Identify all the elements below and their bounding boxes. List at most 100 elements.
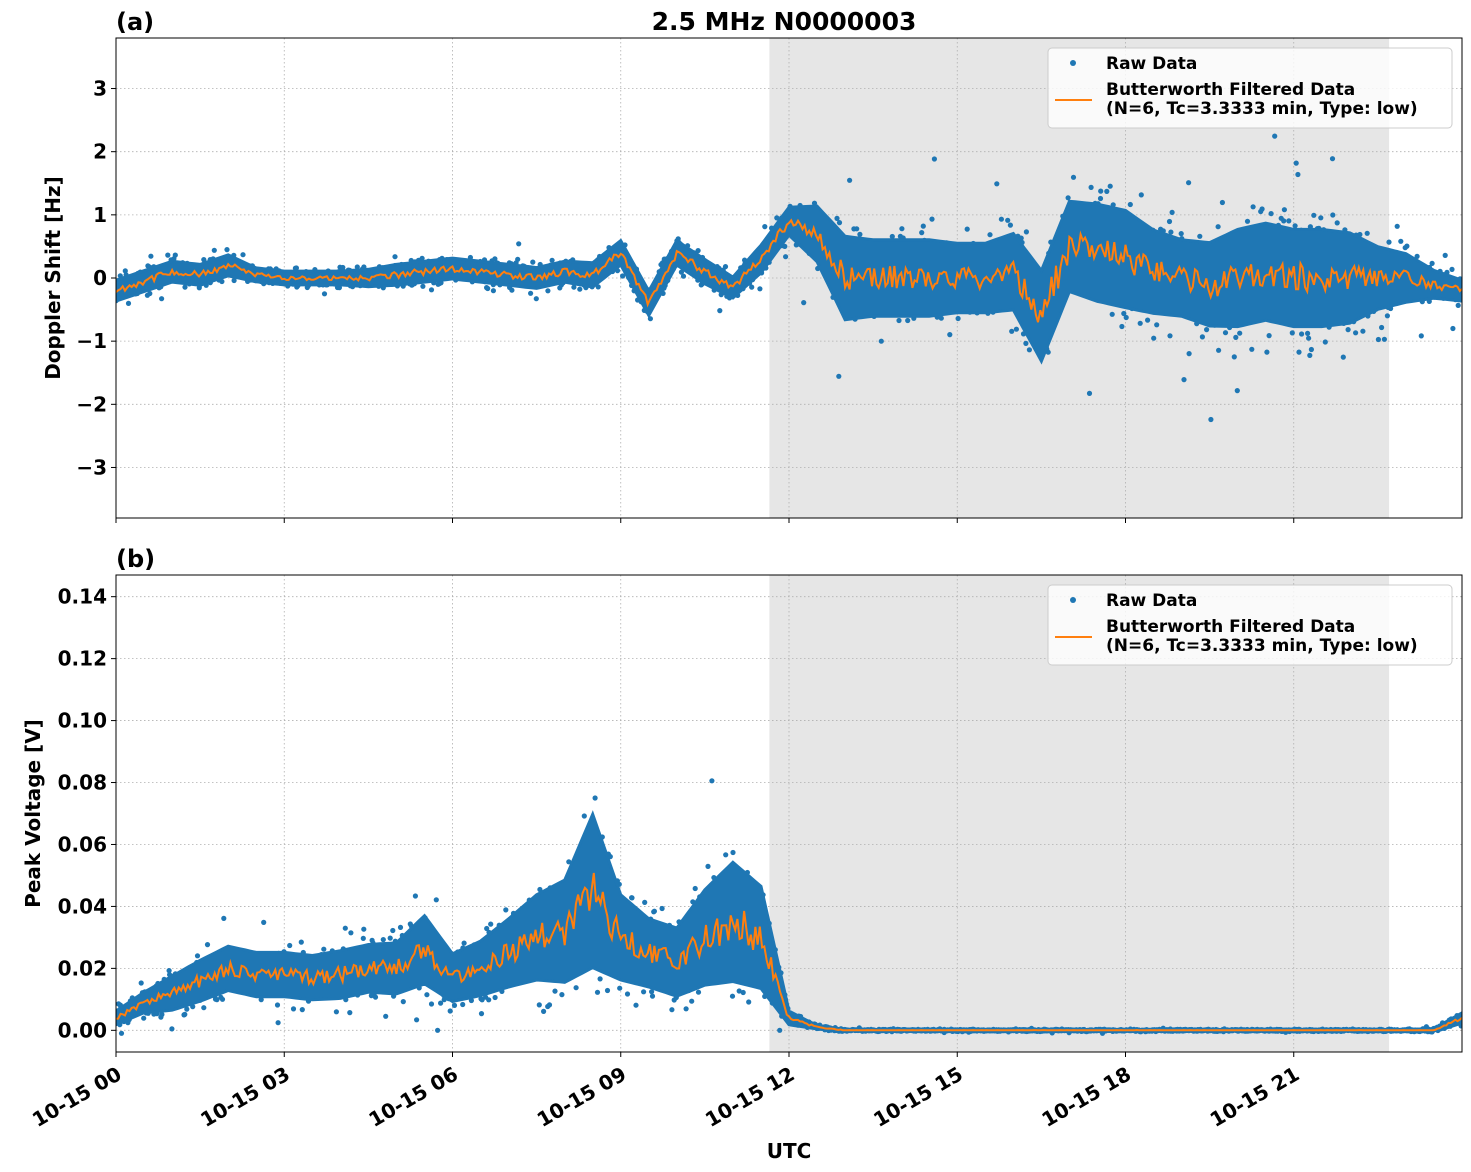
figure-title: 2.5 MHz N0000003	[652, 7, 917, 36]
panel-a-raw-point	[1281, 207, 1287, 213]
panel-b-raw-point	[478, 1011, 485, 1017]
panel-a-legend-raw-label: Raw Data	[1106, 54, 1197, 74]
panel-b-raw-point	[566, 859, 572, 865]
panel-a-raw-point	[172, 252, 178, 258]
panel-b-raw-point	[380, 937, 386, 943]
panel-b-raw-point	[633, 1002, 639, 1008]
panel-a-raw-point	[1384, 313, 1390, 319]
panel-a-label: (a)	[116, 8, 154, 36]
panel-a-raw-point	[419, 255, 425, 261]
panel-b-raw-point	[709, 778, 715, 784]
panel-a-raw-point	[1070, 174, 1077, 180]
panel-a-raw-point	[1026, 347, 1032, 353]
panel-a-raw-point	[836, 373, 842, 379]
panel-a-raw-point	[1311, 212, 1317, 218]
panel-a-raw-point	[1186, 180, 1192, 186]
panel-a-raw-point	[834, 215, 840, 221]
panel-a-raw-point	[1219, 199, 1225, 206]
panel-b-raw-point	[573, 985, 579, 991]
panel-b-raw-point	[552, 988, 558, 994]
panel-b-raw-point	[683, 1006, 689, 1012]
panel-a-raw-point	[1353, 330, 1359, 336]
panel-a-raw-point	[182, 284, 188, 290]
panel-b-raw-point	[503, 907, 509, 913]
panel-a-y-tick-label: −1	[76, 329, 107, 353]
panel-a-raw-point	[878, 338, 884, 344]
panel-a-raw-point	[1299, 331, 1305, 337]
panel-a-raw-point	[1208, 416, 1214, 423]
panel-a-raw-point	[1215, 224, 1221, 230]
panel-b-raw-point	[617, 985, 623, 991]
panel-a-raw-point	[1249, 346, 1255, 352]
panel-b-raw-point	[723, 852, 729, 858]
panel-a-raw-point	[1414, 253, 1420, 259]
panel-a-raw-point	[219, 278, 225, 285]
panel-a-raw-point	[1345, 327, 1351, 333]
panel-a-raw-point	[515, 256, 521, 262]
panel-b-raw-point	[729, 993, 736, 999]
panel-a-raw-point	[577, 286, 583, 292]
panel-a-raw-point	[1013, 326, 1020, 332]
panel-a-raw-point	[620, 273, 626, 279]
panel-b-raw-point	[433, 897, 439, 903]
panel-a-raw-point	[717, 308, 723, 314]
panel-b-raw-point	[541, 1008, 547, 1015]
panel-b-raw-point	[746, 999, 752, 1005]
panel-b-raw-point	[461, 940, 467, 946]
panel-a-raw-point	[1166, 218, 1173, 225]
panel-a-raw-point	[1023, 340, 1029, 346]
panel-a-raw-point	[1364, 230, 1370, 236]
panel-a-raw-point	[224, 247, 230, 253]
panel-a-raw-point	[1151, 335, 1157, 341]
panel-b-raw-point	[669, 1007, 675, 1013]
panel-b-raw-point	[141, 1015, 147, 1021]
panel-b-raw-point	[347, 1010, 353, 1016]
panel-b-raw-point	[360, 935, 366, 942]
panel-b-raw-point	[642, 899, 648, 906]
panel-a-raw-point	[919, 230, 925, 236]
panel-b-raw-point	[412, 893, 418, 899]
panel-a-raw-point	[354, 264, 360, 270]
panel-a-raw-point	[122, 268, 128, 274]
panel-b-raw-point	[169, 1026, 175, 1032]
panel-a-raw-point	[1009, 328, 1015, 334]
panel-a-raw-point	[938, 315, 944, 321]
panel-a-raw-point	[1296, 349, 1302, 355]
panel-a-raw-point	[1442, 252, 1448, 258]
panel-a-y-tick-label: 1	[93, 203, 107, 227]
panel-a-raw-point	[1097, 195, 1104, 202]
panel-a-raw-point	[148, 253, 154, 259]
panel-a-raw-point	[1386, 239, 1392, 245]
panel-a-raw-point	[1449, 266, 1455, 272]
panel-a-raw-point	[1307, 352, 1313, 358]
panel-a-legend-filtered-params: (N=6, Tc=3.3333 min, Type: low)	[1106, 99, 1418, 119]
panel-a-raw-point	[1137, 320, 1143, 326]
panel-a-raw-point	[1023, 229, 1029, 235]
panel-a-raw-point	[321, 291, 328, 297]
panel-a-raw-point	[1268, 211, 1274, 217]
panel-a-raw-point	[929, 216, 935, 222]
panel-a-raw-point	[1250, 204, 1256, 210]
panel-a-raw-point	[899, 226, 905, 232]
panel-a-raw-point	[1086, 390, 1093, 396]
panel-a-raw-point	[420, 283, 426, 289]
panel-b-raw-point	[428, 1001, 435, 1007]
panel-a-raw-point	[889, 233, 895, 240]
panel-a-raw-point	[1429, 260, 1435, 266]
panel-a-raw-point	[1329, 156, 1336, 162]
panel-b-raw-point	[342, 925, 348, 931]
panel-a-raw-point	[211, 247, 217, 253]
panel-a-raw-point	[1233, 334, 1239, 340]
panel-a-raw-point	[492, 256, 498, 262]
panel-a-raw-point	[159, 296, 165, 302]
panel-a-raw-point	[1199, 334, 1205, 340]
panel-a-raw-point	[165, 252, 171, 258]
panel-a-y-tick-label: 2	[93, 140, 107, 164]
panel-a-raw-point	[1018, 235, 1024, 241]
panel-a-raw-point	[1007, 222, 1014, 228]
panel-a-raw-point	[1259, 206, 1265, 212]
panel-b-raw-point	[321, 946, 327, 952]
